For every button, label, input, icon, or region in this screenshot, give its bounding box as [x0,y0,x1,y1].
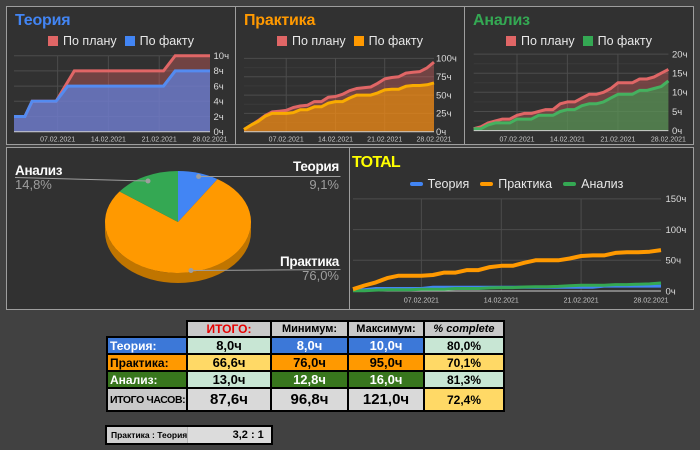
svg-text:50ч: 50ч [666,256,682,267]
svg-text:100ч: 100ч [436,54,457,65]
svg-text:4ч: 4ч [214,97,224,108]
svg-text:28.02.2021: 28.02.2021 [192,137,227,144]
svg-text:0ч: 0ч [436,127,446,138]
svg-text:21.02.2021: 21.02.2021 [600,137,635,144]
svg-text:07.02.2021: 07.02.2021 [269,137,304,144]
svg-text:8ч: 8ч [214,66,224,77]
svg-text:20ч: 20ч [672,49,688,60]
svg-text:50ч: 50ч [436,90,452,101]
svg-text:150ч: 150ч [666,194,687,205]
svg-text:75ч: 75ч [436,72,452,83]
svg-text:28.02.2021: 28.02.2021 [633,298,668,305]
svg-text:6ч: 6ч [214,81,224,92]
svg-text:07.02.2021: 07.02.2021 [40,137,75,144]
svg-text:07.02.2021: 07.02.2021 [404,298,439,305]
svg-text:0ч: 0ч [672,126,682,137]
svg-text:2ч: 2ч [214,112,224,123]
svg-text:21.02.2021: 21.02.2021 [142,137,177,144]
svg-text:0ч: 0ч [214,127,224,138]
svg-text:0ч: 0ч [666,286,676,297]
svg-text:15ч: 15ч [672,69,688,80]
svg-text:14.02.2021: 14.02.2021 [318,137,353,144]
svg-text:14.02.2021: 14.02.2021 [550,137,585,144]
svg-text:14.02.2021: 14.02.2021 [484,298,519,305]
svg-text:28.02.2021: 28.02.2021 [416,137,451,144]
svg-text:100ч: 100ч [666,225,687,236]
svg-text:21.02.2021: 21.02.2021 [564,298,599,305]
svg-text:5ч: 5ч [672,107,682,118]
svg-text:10ч: 10ч [214,51,230,62]
svg-text:25ч: 25ч [436,109,452,120]
svg-text:21.02.2021: 21.02.2021 [367,137,402,144]
svg-text:07.02.2021: 07.02.2021 [499,137,534,144]
svg-text:28.02.2021: 28.02.2021 [651,137,686,144]
svg-text:14.02.2021: 14.02.2021 [91,137,126,144]
svg-text:10ч: 10ч [672,88,688,99]
